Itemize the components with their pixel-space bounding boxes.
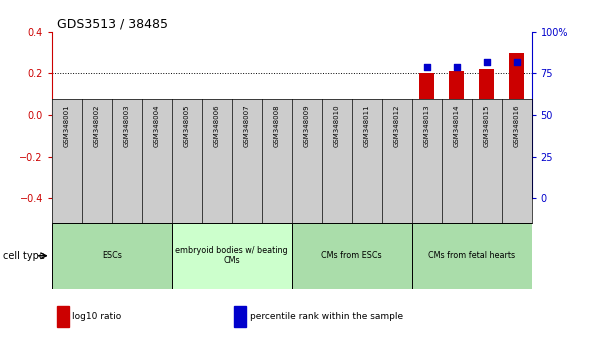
Point — [362, 101, 371, 106]
Bar — [172, 223, 292, 289]
Text: GSM348010: GSM348010 — [334, 104, 340, 147]
Point — [122, 157, 132, 163]
Point — [182, 159, 192, 165]
Point — [452, 64, 461, 70]
Text: GSM348002: GSM348002 — [94, 104, 100, 147]
Bar — [210, 115, 224, 163]
Text: GSM348014: GSM348014 — [453, 104, 459, 147]
Text: GSM348006: GSM348006 — [214, 104, 220, 147]
Text: GSM348012: GSM348012 — [393, 104, 400, 147]
Text: CMs from fetal hearts: CMs from fetal hearts — [428, 251, 515, 260]
Text: GSM348005: GSM348005 — [184, 104, 190, 147]
Point — [332, 150, 342, 156]
Point — [272, 101, 282, 106]
Bar — [149, 115, 164, 117]
Point — [392, 101, 401, 106]
Point — [92, 137, 102, 143]
Text: ESCs: ESCs — [102, 251, 122, 260]
Text: GSM348016: GSM348016 — [514, 104, 519, 147]
Bar — [57, 306, 68, 327]
Text: CMs from ESCs: CMs from ESCs — [321, 251, 382, 260]
Bar — [119, 115, 134, 148]
Point — [242, 157, 252, 163]
Text: GSM348011: GSM348011 — [364, 104, 370, 147]
Point — [511, 59, 521, 65]
Bar — [449, 72, 464, 115]
Text: GSM348004: GSM348004 — [154, 104, 160, 147]
Text: GSM348001: GSM348001 — [64, 104, 70, 147]
Text: GSM348013: GSM348013 — [423, 104, 430, 147]
Bar — [479, 69, 494, 115]
Point — [302, 149, 312, 154]
Text: embryoid bodies w/ beating
CMs: embryoid bodies w/ beating CMs — [175, 246, 288, 266]
Point — [422, 64, 431, 70]
Text: GDS3513 / 38485: GDS3513 / 38485 — [57, 18, 168, 31]
Text: GSM348007: GSM348007 — [244, 104, 250, 147]
Point — [62, 132, 72, 138]
Bar — [389, 111, 404, 115]
Text: GSM348008: GSM348008 — [274, 104, 280, 147]
Bar — [299, 115, 314, 130]
Bar — [180, 115, 194, 163]
Point — [152, 109, 162, 115]
Point — [212, 157, 222, 163]
Bar — [509, 53, 524, 115]
Text: GSM348003: GSM348003 — [124, 104, 130, 147]
Point — [481, 59, 491, 65]
Bar — [292, 223, 412, 289]
Bar — [419, 74, 434, 115]
Text: GSM348015: GSM348015 — [483, 104, 489, 147]
Text: cell type: cell type — [3, 251, 45, 261]
Bar — [412, 223, 532, 289]
Text: GSM348009: GSM348009 — [304, 104, 310, 147]
Bar — [240, 115, 254, 161]
Text: log10 ratio: log10 ratio — [72, 312, 122, 321]
Bar — [52, 223, 172, 289]
Text: percentile rank within the sample: percentile rank within the sample — [249, 312, 403, 321]
Bar — [329, 115, 344, 140]
Bar — [359, 115, 374, 119]
Bar — [89, 115, 104, 121]
Bar — [59, 115, 75, 119]
Bar — [234, 306, 246, 327]
Bar — [269, 115, 284, 156]
